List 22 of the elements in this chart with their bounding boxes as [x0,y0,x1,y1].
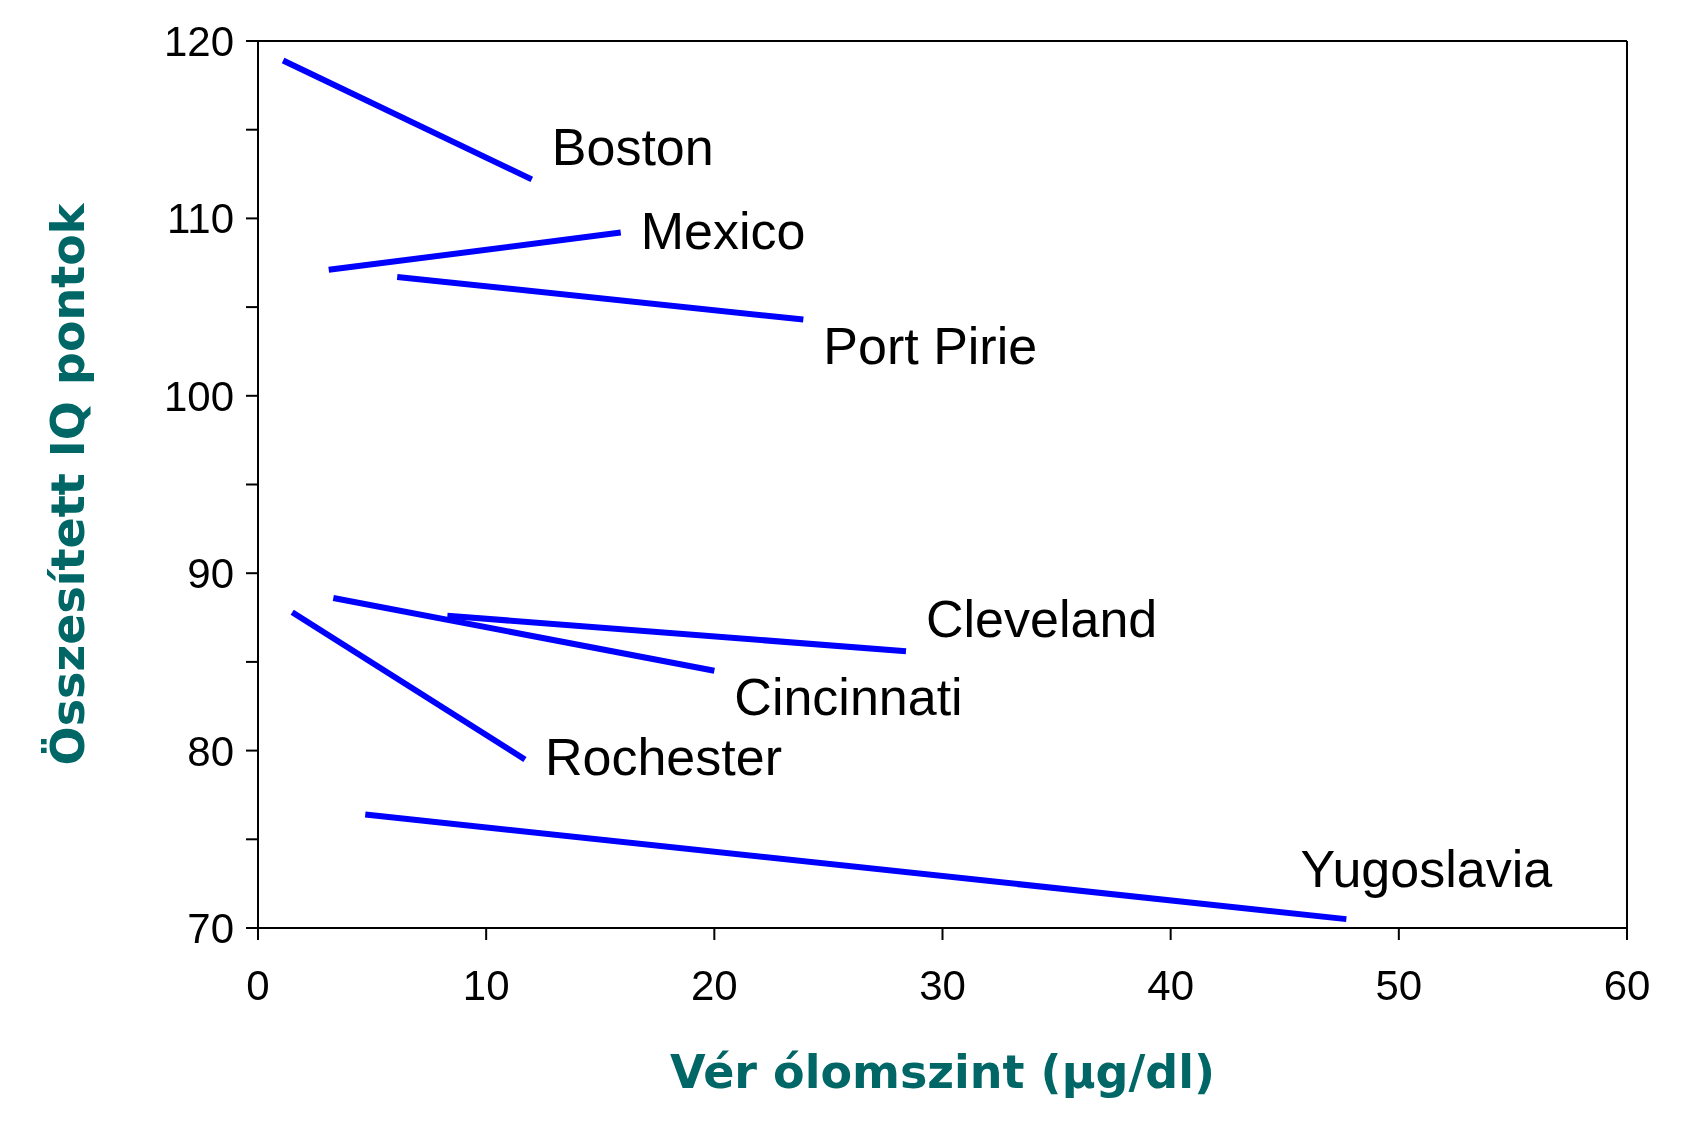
series-label: Mexico [640,201,806,260]
x-tick-label: 50 [1375,961,1423,1009]
x-axis-title: Vér ólomszint (µg/dl) [670,1045,1215,1099]
y-tick-label: 80 [187,727,234,775]
x-tick-label: 40 [1147,961,1195,1009]
y-axis-title: Összesített IQ pontok [41,202,96,766]
y-tick-label: 70 [187,904,234,952]
x-tick-label: 0 [246,961,270,1009]
y-tick-label: 120 [163,17,234,65]
series-label: Cincinnati [734,667,963,726]
series-label: Port Pirie [823,316,1038,375]
y-tick-label: 100 [163,372,234,420]
x-tick-label: 20 [690,961,738,1009]
y-tick-label: 90 [187,550,234,598]
x-tick-label: 60 [1603,961,1651,1009]
x-tick-label: 30 [919,961,966,1009]
series-label: Cleveland [925,590,1158,649]
series-label: Yugoslavia [1300,840,1553,899]
x-tick-label: 10 [462,961,510,1009]
series-label: Rochester [544,728,782,787]
y-tick-label: 110 [167,195,234,243]
series-label: Boston [551,118,714,177]
